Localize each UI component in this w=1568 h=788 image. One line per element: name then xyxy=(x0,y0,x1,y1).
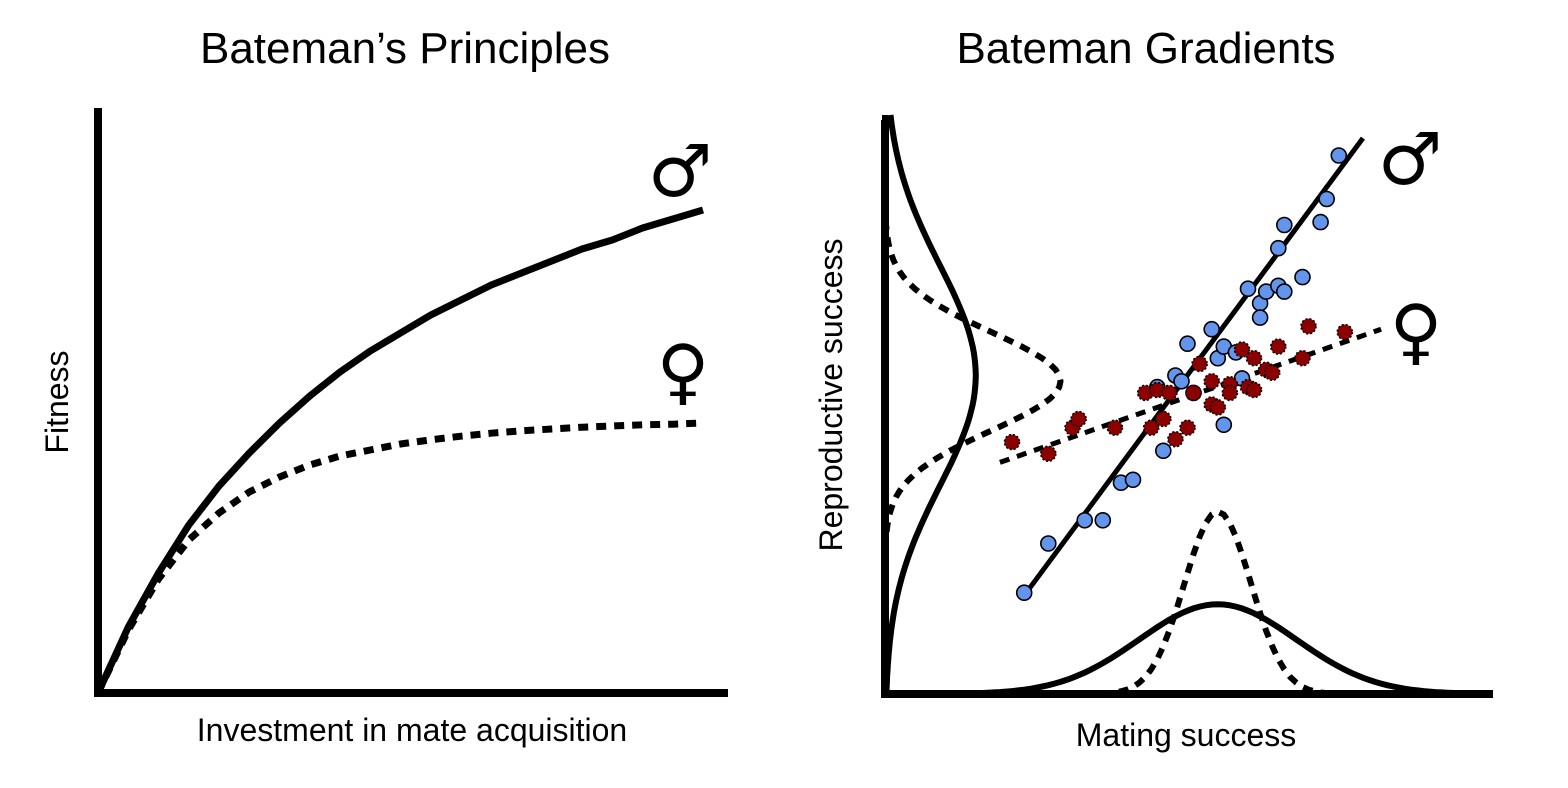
marginal-y-male xyxy=(883,114,979,695)
x-axis-label: Investment in mate acquisition xyxy=(197,712,627,748)
point-male xyxy=(1040,535,1057,552)
point-female xyxy=(1161,384,1178,402)
point-male xyxy=(1215,416,1233,434)
male-symbol: ♂ xyxy=(648,129,713,213)
point-male xyxy=(1155,442,1172,460)
point-female xyxy=(1221,384,1239,402)
chart-bateman-gradients: Bateman Gradients Mating success Reprodu… xyxy=(813,24,1493,753)
point-male xyxy=(1124,471,1142,489)
point-male xyxy=(1276,283,1293,300)
scatter-points xyxy=(1003,147,1354,602)
y-axis-label: Reproductive success xyxy=(813,238,849,551)
point-female xyxy=(1142,419,1160,437)
point-male xyxy=(1251,309,1269,326)
point-male xyxy=(1076,511,1093,529)
point-male xyxy=(1276,216,1293,234)
point-female xyxy=(1209,399,1227,416)
marginal-distributions xyxy=(882,114,1491,697)
point-female xyxy=(1040,445,1057,463)
point-male xyxy=(1294,268,1311,286)
point-male xyxy=(1270,239,1287,257)
point-female xyxy=(1203,372,1220,390)
point-female xyxy=(1270,338,1287,355)
point-female xyxy=(1294,349,1311,367)
series-group xyxy=(94,206,704,695)
point-female xyxy=(1233,341,1251,358)
point-female xyxy=(1106,419,1124,437)
point-female xyxy=(1070,410,1087,428)
chart-title: Bateman Gradients xyxy=(956,24,1335,73)
point-female xyxy=(1179,419,1196,437)
series-line-male xyxy=(94,206,704,695)
point-male xyxy=(1179,335,1196,353)
point-female xyxy=(1167,430,1184,448)
y-axis-label: Fitness xyxy=(39,350,75,453)
point-male xyxy=(1330,147,1348,164)
point-male xyxy=(1318,190,1335,208)
marginal-x-male xyxy=(885,601,1491,697)
male-symbol: ♂ xyxy=(1378,117,1443,201)
female-symbol: ♀ xyxy=(1390,289,1443,373)
chart-batemans-principles: Bateman’s Principles Investment in mate … xyxy=(39,24,728,748)
point-male xyxy=(1239,280,1257,298)
point-female xyxy=(1003,433,1021,451)
point-female xyxy=(1263,364,1281,382)
point-female xyxy=(1155,410,1172,428)
series-line-female xyxy=(94,419,704,695)
chart-title: Bateman’s Principles xyxy=(200,24,610,73)
point-female xyxy=(1191,355,1208,373)
point-female xyxy=(1245,381,1263,399)
point-male xyxy=(1203,320,1220,338)
point-male xyxy=(1015,584,1033,602)
point-female xyxy=(1185,384,1202,402)
point-female xyxy=(1245,349,1263,367)
point-male xyxy=(1312,213,1329,231)
x-axis-label: Mating success xyxy=(1076,717,1297,753)
female-symbol: ♀ xyxy=(657,329,710,413)
point-female xyxy=(1336,323,1354,341)
point-male xyxy=(1173,372,1190,390)
marginal-x-female xyxy=(885,508,1490,697)
point-male xyxy=(1094,511,1112,529)
point-female xyxy=(1300,317,1317,335)
